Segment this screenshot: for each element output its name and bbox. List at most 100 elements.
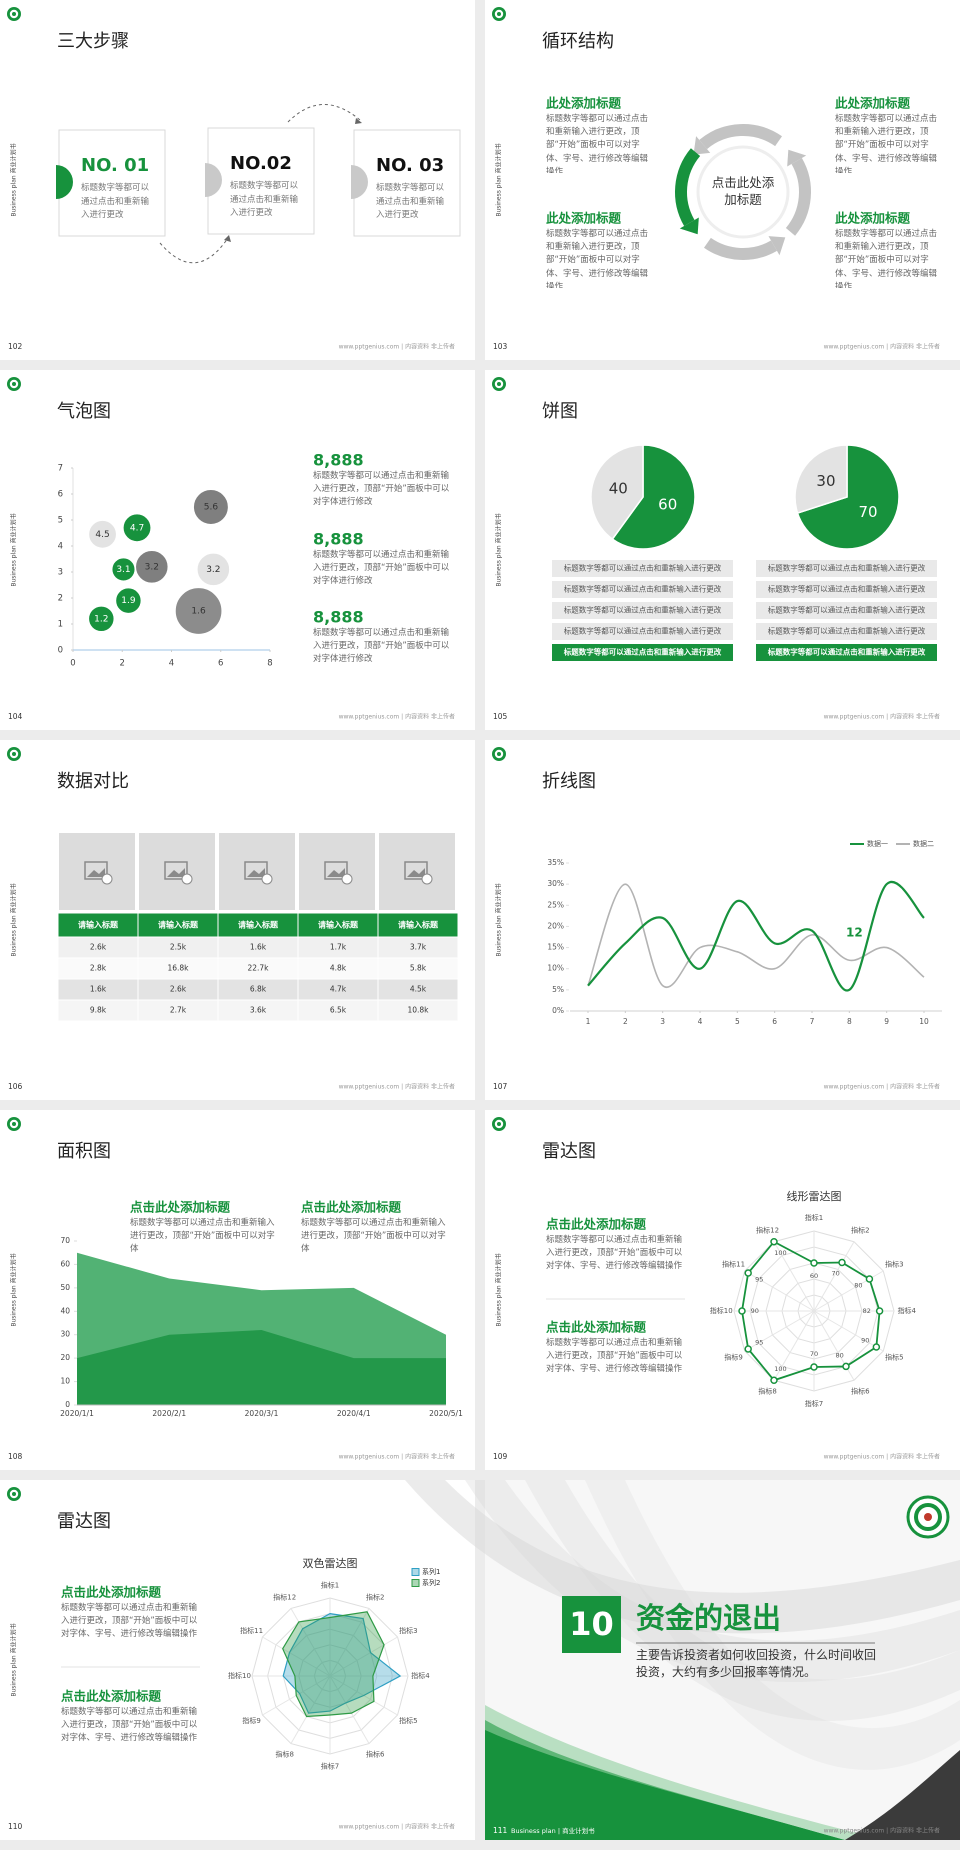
logo-inner [914, 1503, 942, 1531]
x-tick-label: 2020/5/1 [429, 1409, 463, 1418]
list-text: 标题数字等都可以通过点击和重新输入进行更改 [768, 626, 926, 636]
block-text-box: 标题数字等都可以通过点击和重新输入进行更改，顶部“开始”面板中可以对字体、字号、… [835, 229, 937, 288]
x-tick-label: 4 [169, 659, 174, 669]
side-label: Business plan 商业计划书 [10, 883, 18, 956]
logo-dot [497, 1122, 501, 1126]
table-header-text: 请输入标题 [238, 920, 279, 930]
table-cell-text: 2.8k [90, 964, 107, 973]
logo-dot [924, 1513, 932, 1521]
radar-spoke [744, 1310, 815, 1352]
block-text: 标题数字等都可以通过点击和重新输入进行更改，顶部“开始”面板中可以对字体、字号、… [546, 114, 649, 173]
stat-value: 8,888 [313, 451, 364, 470]
cycle-arc [699, 124, 783, 150]
center-text-box: 点击此处添加标题 [712, 175, 775, 207]
page-number: 109 [493, 1452, 508, 1461]
section-number: 10 [569, 1605, 614, 1643]
slide-title: 三大步骤 [57, 31, 129, 52]
section-text-box: 主要告诉投资者如何收回投资，什么时间收回投资，大约有多少回报率等情况。 [636, 1648, 876, 1679]
slide: 循环结构 Business plan 商业计划书 103 www.pptgenius.… [485, 0, 960, 360]
x-tick-label: 10 [919, 1017, 929, 1026]
cycle-arc [785, 158, 811, 236]
block-text-box: 标题数字等都可以通过点击和重新输入进行更改，顶部“开始”面板中可以对字体、字号、… [61, 1603, 197, 1639]
radar-spoke [813, 1310, 884, 1352]
y-tick-label: 30 [60, 1330, 70, 1339]
logo-dot [12, 1122, 16, 1126]
line-series [587, 880, 925, 992]
radar-point [744, 1269, 752, 1277]
pie-slice [796, 444, 900, 550]
logo-dot [497, 382, 501, 386]
table-cell-text: 2.5k [170, 943, 187, 952]
radar-axis-label: 指标8 [758, 1386, 776, 1395]
table-cell-text: 6.8k [250, 985, 267, 994]
table-cell-text: 3.6k [250, 1006, 267, 1015]
radar-value-label: 80 [835, 1351, 843, 1359]
radar-axis-label: 指标1 [805, 1213, 823, 1222]
list-row [756, 581, 937, 598]
bubble-label: 3.2 [145, 562, 159, 572]
logo-dot [12, 1492, 16, 1496]
stat-text: 标题数字等都可以通过点击和重新输入进行更改，顶部“开始”面板中可以对字体进行修改 [313, 471, 450, 508]
radar-axis-label: 指标8 [276, 1749, 294, 1758]
y-tick-label: 50 [60, 1283, 70, 1292]
step-label: NO. 01 [81, 155, 149, 176]
step-text: 标题数字等都可以通过点击和重新输入进行更改 [81, 183, 150, 221]
y-tick-label: 25% [547, 900, 564, 909]
radar-value-label: 100 [774, 1249, 786, 1257]
bubble [196, 552, 231, 587]
side-label: Business plan 商业计划书 [10, 1253, 18, 1326]
radar-point [872, 1343, 881, 1351]
radar-value-label: 100 [774, 1365, 786, 1373]
radar-axis-label: 指标9 [242, 1716, 260, 1725]
table-cell-text: 6.5k [330, 1006, 347, 1015]
bubble-label: 5.6 [204, 503, 219, 513]
table-cell-text: 3.7k [410, 943, 427, 952]
list-row [552, 644, 733, 661]
radar-point [738, 1307, 746, 1315]
block-text-box: 标题数字等都可以通过点击和重新输入进行更改，顶部“开始”面板中可以对字体 [130, 1218, 275, 1254]
radar-axis-label: 指标4 [411, 1671, 430, 1680]
radar-axis-label: 指标3 [399, 1626, 417, 1635]
slide-title: 气泡图 [57, 401, 111, 422]
list-text: 标题数字等都可以通过点击和重新输入进行更改 [768, 563, 926, 573]
radar-spoke [262, 1636, 331, 1677]
cycle-arrowhead [679, 217, 699, 235]
footer: www.pptgenius.com | 内容资料 非上传者 [339, 343, 455, 351]
list-row [756, 602, 937, 619]
page-number: 108 [8, 1452, 23, 1461]
slide-title: 循环结构 [542, 31, 614, 52]
table-header-text: 请输入标题 [318, 920, 359, 930]
list-text: 标题数字等都可以通过点击和重新输入进行更改 [564, 605, 722, 615]
step-box [207, 127, 315, 235]
block-text: 标题数字等都可以通过点击和重新输入进行更改，顶部“开始”面板中可以对字体、字号、… [546, 229, 649, 288]
page-number: 105 [493, 712, 508, 721]
step-label: NO. 03 [376, 155, 444, 176]
step-label: NO.02 [230, 153, 292, 174]
footer: www.pptgenius.com | 内容资料 非上传者 [339, 1083, 455, 1091]
y-tick-label: 4 [58, 542, 63, 552]
slide-bg [0, 1480, 475, 1840]
annotation: 12 [846, 926, 863, 940]
table-header-text: 请输入标题 [78, 920, 119, 930]
area-series [77, 1330, 446, 1405]
list-text: 标题数字等都可以通过点击和重新输入进行更改 [564, 626, 722, 636]
table-cell-text: 1.6k [250, 943, 267, 952]
image-icon-mountain [327, 868, 345, 877]
x-tick-label: 7 [810, 1017, 815, 1026]
block-text-box: 标题数字等都可以通过点击和重新输入进行更改，顶部“开始”面板中可以对字体、字号、… [546, 1338, 682, 1374]
radar-value-label: 82 [863, 1307, 871, 1315]
radar-axis-label: 指标7 [805, 1399, 823, 1408]
table-cell-text: 2.6k [170, 985, 187, 994]
table-header-cell [377, 912, 459, 938]
green-wave [485, 1720, 845, 1840]
radar-point [842, 1362, 850, 1371]
list-row [756, 644, 937, 661]
side-label: Business plan 商业计划书 [495, 513, 503, 586]
list-text: 标题数字等都可以通过点击和重新输入进行更改 [564, 563, 722, 573]
radar-value-label: 70 [831, 1270, 839, 1278]
bubble-label: 4.5 [95, 530, 109, 540]
radar-axis-label: 指标6 [366, 1749, 385, 1758]
legend-label: 数据一 [867, 839, 888, 848]
y-tick-label: 35% [547, 858, 564, 867]
